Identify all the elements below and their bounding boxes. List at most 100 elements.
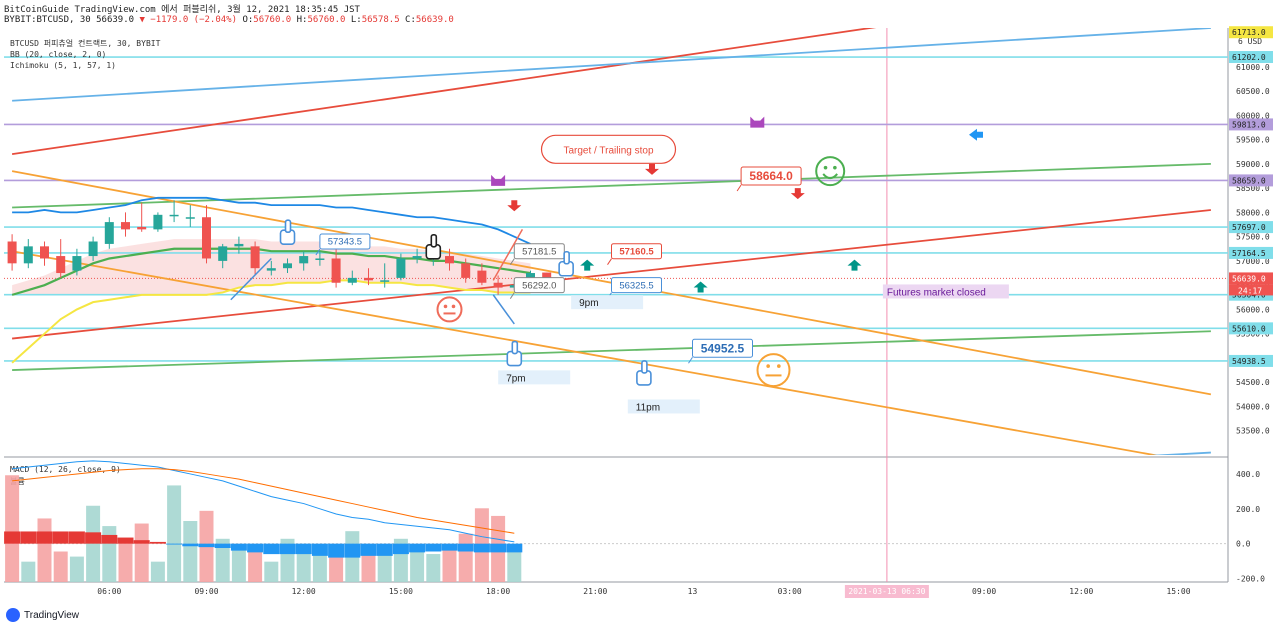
annotation-text: 54952.5 bbox=[701, 341, 745, 355]
legend-line-1: BB (20, close, 2, 0) bbox=[10, 50, 106, 59]
time-note-1: 7pm bbox=[498, 370, 571, 385]
annotation-text: 57160.5 bbox=[619, 246, 654, 257]
macd-hist-21 bbox=[344, 543, 361, 558]
volume-bar-16 bbox=[264, 561, 279, 582]
tradingview-brand[interactable]: TradingView bbox=[6, 608, 79, 622]
volume-bar-26 bbox=[426, 554, 441, 582]
open-label: O: bbox=[242, 15, 254, 25]
legend-line-2: Ichimoku (5, 1, 57, 1) bbox=[10, 61, 116, 70]
y-tick-label: 53500.0 bbox=[1236, 427, 1270, 436]
volume-bar-31 bbox=[507, 546, 522, 582]
cat-icon bbox=[491, 174, 506, 186]
time-note-bg bbox=[498, 370, 571, 385]
volume-bar-3 bbox=[53, 551, 68, 582]
close-label: C: bbox=[405, 15, 416, 25]
candle-23 bbox=[380, 263, 390, 288]
annotation-pointer bbox=[509, 258, 515, 265]
hand-finger bbox=[641, 360, 648, 374]
candle-body bbox=[542, 272, 552, 279]
symbol-price: BYBIT:BTCUSD, 30 56639.0 bbox=[4, 15, 135, 25]
annotation-pointer bbox=[315, 248, 321, 256]
y-tick-label: 60000.0 bbox=[1236, 111, 1270, 120]
candle-body bbox=[23, 246, 33, 264]
x-tick-label: 21:00 bbox=[583, 587, 607, 596]
candle-body bbox=[493, 282, 503, 288]
y-tick-label: 56000.0 bbox=[1236, 305, 1270, 314]
cursor-time-label: 2021-03-13 06:30 bbox=[848, 587, 925, 596]
macd-hist-18 bbox=[295, 543, 312, 555]
macd-hist-0 bbox=[4, 531, 21, 544]
price-label-text: 57697.0 bbox=[1232, 223, 1266, 232]
trendline-blue-lower bbox=[1149, 451, 1211, 455]
y-unit-label: 6 USD bbox=[1238, 37, 1262, 46]
candle-15 bbox=[250, 241, 260, 276]
hand-pointer-icon bbox=[558, 250, 574, 277]
y-tick-label: 60500.0 bbox=[1236, 87, 1270, 96]
x-tick-label: 06:00 bbox=[97, 587, 121, 596]
annotation-pointer bbox=[607, 258, 612, 265]
volume-bar-1 bbox=[21, 561, 36, 582]
macd-hist-19 bbox=[311, 543, 328, 556]
price-annotation-6: 54952.5 bbox=[688, 338, 753, 364]
candle-body bbox=[266, 268, 276, 271]
x-tick-label: 13 bbox=[688, 587, 698, 596]
hand-finger bbox=[284, 219, 292, 234]
candle-body bbox=[445, 256, 454, 264]
candle-1 bbox=[23, 239, 33, 269]
macd-hist-2 bbox=[36, 531, 53, 544]
price-label-bg bbox=[1229, 354, 1273, 367]
trendline-orange-lower bbox=[11, 250, 1160, 455]
annotation-text: 57181.5 bbox=[522, 246, 556, 257]
macd-hist-6 bbox=[101, 534, 118, 544]
price-label-text: 59813.0 bbox=[1232, 120, 1266, 129]
volume-bar-8 bbox=[134, 523, 149, 582]
price-label-bg bbox=[1229, 272, 1273, 285]
candle-18 bbox=[299, 251, 309, 271]
volume-bar-28 bbox=[458, 533, 473, 582]
bb-basis-line bbox=[11, 247, 531, 296]
x-tick-label: 09:00 bbox=[194, 587, 218, 596]
countdown-label: 24:17 bbox=[1238, 286, 1262, 295]
drawn-arrow bbox=[230, 257, 272, 301]
x-tick-label: 12:00 bbox=[1069, 587, 1093, 596]
y-tick-label: 57500.0 bbox=[1236, 233, 1270, 242]
macd-hist-15 bbox=[247, 543, 264, 553]
candle-13 bbox=[218, 243, 228, 269]
price-annotation-3: 56292.0 bbox=[509, 277, 565, 299]
time-note-text: 7pm bbox=[506, 373, 525, 384]
change-value: ▼ −1179.0 (−2.04%) bbox=[139, 15, 238, 25]
face-eye bbox=[766, 364, 770, 368]
candle-body bbox=[234, 243, 244, 247]
face-outline bbox=[756, 353, 791, 388]
trendline-red-upper bbox=[11, 28, 877, 156]
face-eye bbox=[451, 304, 456, 309]
macd-hist-16 bbox=[263, 543, 280, 555]
price-annotation-2: 57160.5 bbox=[607, 243, 662, 265]
target-callout: Target / Trailing stop bbox=[540, 134, 677, 164]
left-arrow-icon bbox=[969, 128, 983, 141]
price-label-bg bbox=[1229, 26, 1273, 39]
volume-bar-9 bbox=[150, 561, 165, 582]
candle-body bbox=[461, 263, 471, 278]
time-note-2: 11pm bbox=[627, 399, 700, 414]
hand-finger bbox=[430, 233, 438, 248]
x-tick-label: 12:00 bbox=[292, 587, 316, 596]
price-annotation-1: 57181.5 bbox=[509, 243, 565, 265]
macd-hist-12 bbox=[198, 543, 215, 548]
price-axis-label: 56639.0 bbox=[1229, 272, 1273, 285]
drawn-arrow bbox=[492, 228, 524, 281]
candle-30 bbox=[493, 275, 503, 295]
candle-11 bbox=[185, 205, 195, 227]
candle-body bbox=[137, 226, 147, 230]
x-tick-label: 09:00 bbox=[972, 587, 996, 596]
callout-text: Target / Trailing stop bbox=[563, 145, 653, 156]
tradingview-logo-icon bbox=[6, 608, 20, 622]
volume-bar-14 bbox=[231, 546, 246, 582]
candle-body bbox=[202, 217, 211, 259]
candle-6 bbox=[104, 217, 114, 249]
candle-8 bbox=[137, 202, 147, 232]
hand-pointer-icon bbox=[506, 340, 523, 367]
candle-20 bbox=[331, 243, 341, 288]
price-label-text: 57164.5 bbox=[1232, 249, 1266, 258]
